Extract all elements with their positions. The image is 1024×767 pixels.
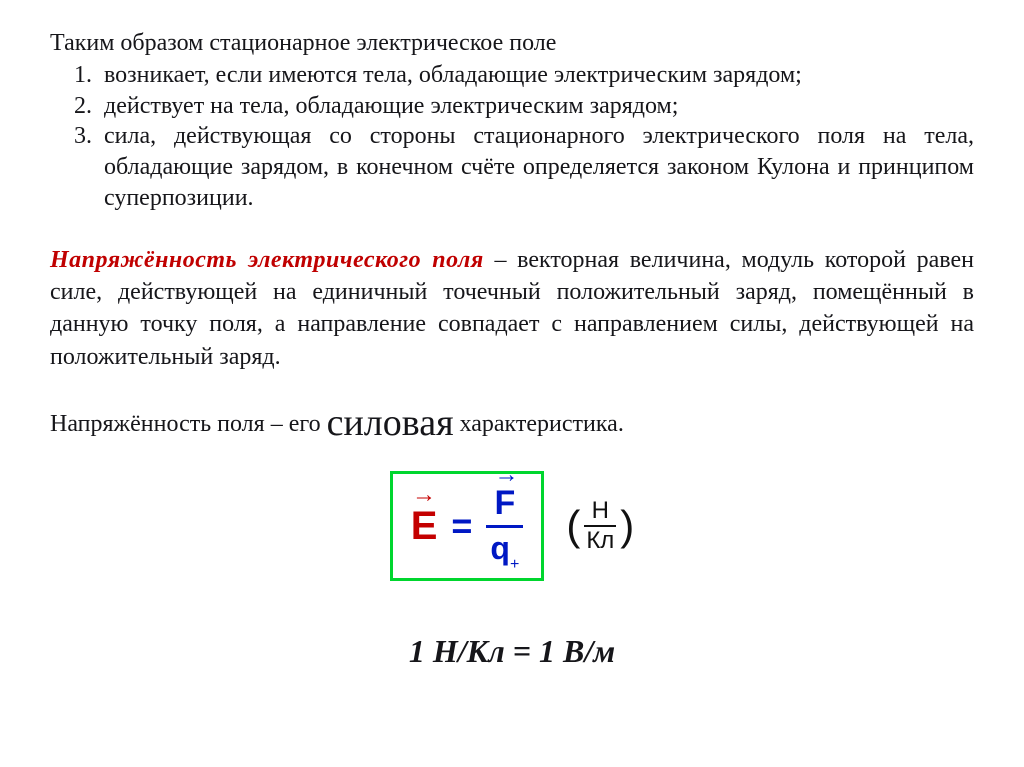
unit-fraction: Н Кл xyxy=(584,498,616,555)
unit-numerator: Н xyxy=(590,498,611,524)
char-after: характеристика. xyxy=(454,411,624,437)
formula-row: → E = → F q+ ( Н xyxy=(50,471,974,581)
vector-F: → F xyxy=(494,484,515,523)
equals-sign: = xyxy=(451,505,472,547)
list-item: возникает, если имеются тела, обладающие… xyxy=(98,60,974,91)
paren-right: ) xyxy=(620,502,634,550)
symbol-E: E xyxy=(411,504,438,548)
characteristic-line: Напряжённость поля – его силовая характе… xyxy=(50,401,974,445)
symbol-q: q xyxy=(490,530,510,566)
definition-term: Напряжённость электрического поля xyxy=(50,247,484,273)
paren-left: ( xyxy=(566,502,580,550)
char-before: Напряжённость поля – его xyxy=(50,411,327,437)
symbol-q-subscript: + xyxy=(510,556,519,573)
unit-equivalence: 1 Н/Кл = 1 В/м xyxy=(50,633,974,670)
vector-arrow-icon: → xyxy=(494,470,515,480)
fraction-bar xyxy=(486,525,523,528)
list-item: сила, действующая со стороны стационарно… xyxy=(98,121,974,213)
fraction: → F q+ xyxy=(486,484,523,568)
properties-list: возникает, если имеются тела, обладающие… xyxy=(50,60,974,214)
list-item: действует на тела, обладающие электричес… xyxy=(98,91,974,122)
char-emphasis: силовая xyxy=(327,402,454,444)
vector-arrow-icon: → xyxy=(411,490,438,500)
definition-paragraph: Напряжённость электрического поля – вект… xyxy=(50,244,974,374)
vector-E: → E xyxy=(411,504,438,549)
intro-line: Таким образом стационарное электрическое… xyxy=(50,28,974,58)
formula-box: → E = → F q+ xyxy=(390,471,545,581)
unit-denominator: Кл xyxy=(584,528,616,554)
unit-parentheses: ( Н Кл ) xyxy=(566,498,634,555)
symbol-F: F xyxy=(494,484,515,522)
